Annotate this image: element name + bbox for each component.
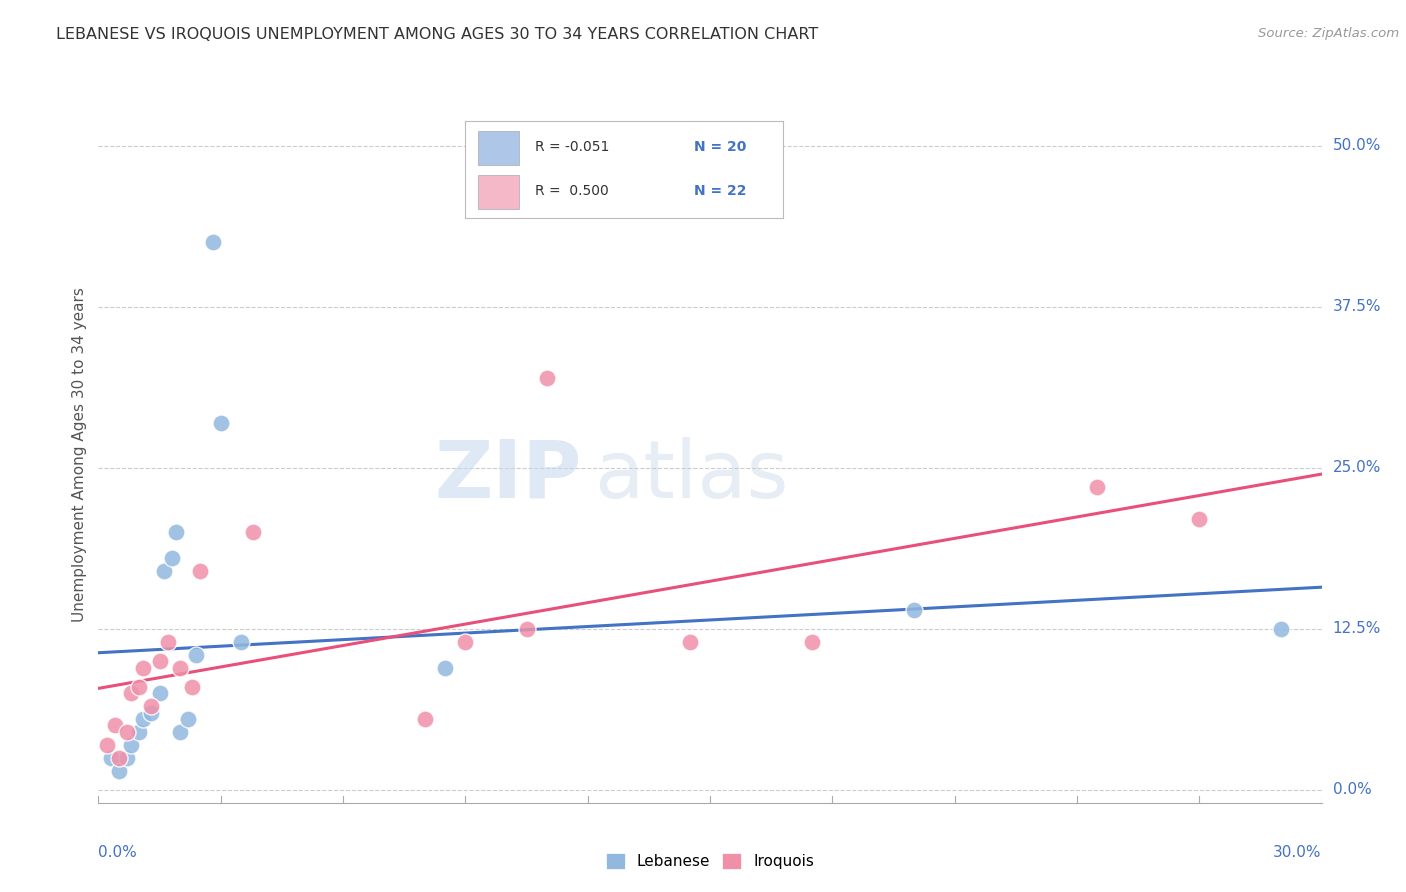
Text: ZIP: ZIP [434, 437, 582, 515]
Point [177, 712, 200, 726]
Point [108, 750, 131, 764]
Point [108, 764, 131, 778]
Point [433, 660, 456, 674]
Point [96, 738, 118, 752]
Text: 0.0%: 0.0% [1333, 782, 1371, 797]
Point [132, 660, 155, 674]
Point [149, 686, 172, 700]
Point [413, 712, 436, 726]
Point [104, 718, 127, 732]
Point [128, 680, 150, 694]
Legend: Lebanese, Iroquois: Lebanese, Iroquois [600, 847, 820, 875]
Point [100, 750, 122, 764]
Point [231, 634, 253, 648]
Point [209, 416, 232, 430]
Text: Source: ZipAtlas.com: Source: ZipAtlas.com [1258, 27, 1399, 40]
Point [115, 725, 138, 739]
Text: 37.5%: 37.5% [1333, 299, 1381, 314]
Point [141, 706, 163, 720]
Point [186, 648, 208, 662]
Point [128, 725, 150, 739]
Text: 12.5%: 12.5% [1333, 622, 1381, 636]
Point [160, 551, 183, 566]
Point [242, 525, 264, 540]
Point [454, 634, 477, 648]
Point [801, 634, 824, 648]
Text: 50.0%: 50.0% [1333, 138, 1381, 153]
Point [181, 680, 204, 694]
Point [169, 660, 191, 674]
Point [536, 370, 558, 384]
Point [120, 686, 142, 700]
Text: 25.0%: 25.0% [1333, 460, 1381, 475]
Point [188, 564, 212, 578]
Point [165, 525, 187, 540]
Text: atlas: atlas [593, 437, 789, 515]
Point [169, 725, 191, 739]
Point [141, 699, 163, 714]
Point [1188, 512, 1211, 526]
Point [152, 564, 174, 578]
Point [1085, 480, 1108, 494]
Point [132, 712, 155, 726]
Point [679, 634, 702, 648]
Point [156, 634, 179, 648]
Point [120, 738, 142, 752]
Point [149, 654, 172, 668]
Point [903, 602, 925, 616]
Point [115, 750, 138, 764]
Text: LEBANESE VS IROQUOIS UNEMPLOYMENT AMONG AGES 30 TO 34 YEARS CORRELATION CHART: LEBANESE VS IROQUOIS UNEMPLOYMENT AMONG … [56, 27, 818, 42]
Point [516, 622, 538, 636]
Text: 30.0%: 30.0% [1274, 845, 1322, 860]
Y-axis label: Unemployment Among Ages 30 to 34 years: Unemployment Among Ages 30 to 34 years [72, 287, 87, 623]
Point [201, 235, 224, 250]
Point [1270, 622, 1292, 636]
Text: 0.0%: 0.0% [98, 845, 138, 860]
